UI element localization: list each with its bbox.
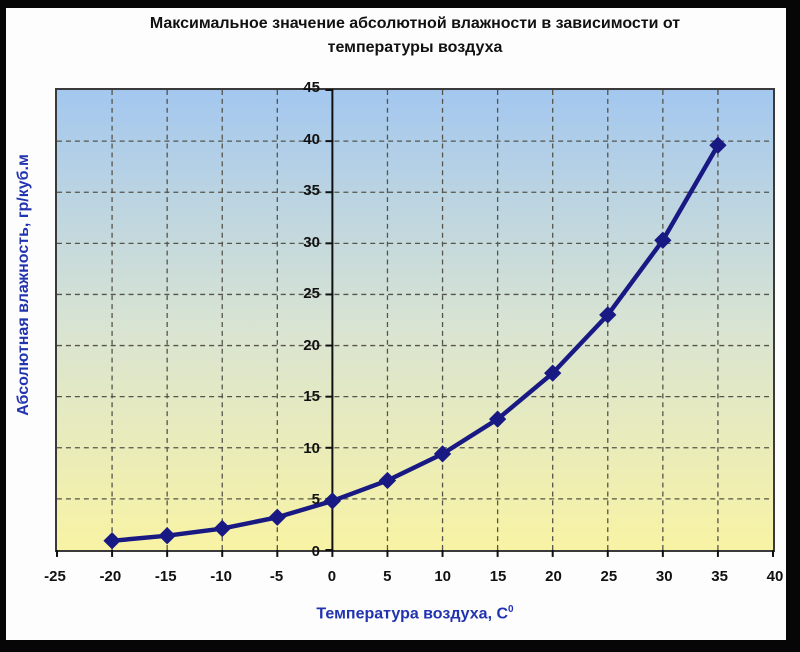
data-point-marker: [268, 508, 286, 526]
chart-svg: [56, 89, 774, 557]
data-point-marker: [433, 445, 452, 463]
x-tick-label: -25: [44, 568, 66, 585]
data-point-marker: [654, 231, 672, 249]
x-tick-label: -5: [269, 568, 284, 585]
data-point-marker: [158, 527, 176, 545]
x-axis-title: Температура воздуха, С0: [55, 604, 775, 623]
x-tick-label: 35: [711, 568, 728, 585]
chart-title-line2: температуры воздуха: [327, 39, 503, 56]
data-point-marker: [378, 471, 397, 490]
data-point-marker: [213, 519, 231, 538]
x-tick-label: 0: [327, 568, 337, 585]
y-tick-label: 5: [311, 491, 320, 509]
y-tick-label: 30: [303, 233, 320, 251]
data-point-marker: [323, 492, 342, 510]
data-point-marker: [709, 136, 727, 154]
y-tick-label: 35: [303, 182, 320, 200]
chart-title: Максимальное значение абсолютной влажнос…: [55, 12, 775, 60]
y-axis-title: Абсолютная влажность, гр/куб.м: [15, 154, 32, 416]
x-tick-label: -20: [99, 568, 122, 585]
series-line: [109, 142, 721, 544]
data-point-marker: [103, 532, 121, 550]
y-tick-label: 15: [303, 388, 320, 406]
x-tick-label: 15: [489, 568, 507, 585]
data-point-marker: [544, 364, 562, 382]
y-tick-label: 10: [303, 439, 320, 457]
x-axis-title-text: Температура воздуха, С: [316, 605, 509, 623]
x-tick-label: 5: [383, 568, 392, 585]
y-tick-label: 25: [303, 285, 320, 303]
data-point-marker: [488, 410, 507, 428]
x-tick-label: -10: [210, 568, 232, 585]
y-tick-label: 20: [303, 336, 320, 354]
x-tick-label: 20: [545, 568, 562, 585]
x-tick-label: 40: [766, 568, 784, 585]
x-tick-label: 30: [655, 568, 673, 585]
x-tick-label: 10: [434, 568, 452, 585]
degree-superscript: 0: [508, 604, 514, 615]
y-tick-label: 40: [303, 130, 320, 148]
data-point-marker: [599, 306, 617, 324]
chart-title-line1: Максимальное значение абсолютной влажнос…: [149, 15, 681, 32]
y-tick-label: 0: [311, 543, 320, 560]
x-tick-label: 25: [600, 568, 618, 585]
y-tick-label: 45: [303, 79, 320, 96]
x-tick-label: -15: [154, 568, 177, 585]
plot-area: [55, 88, 775, 557]
